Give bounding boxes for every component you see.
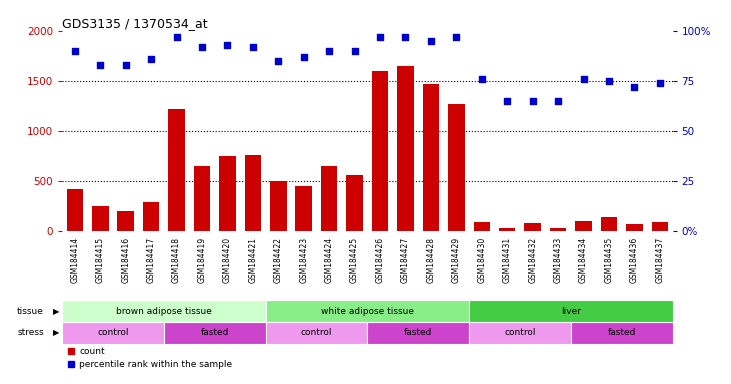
Bar (67, 189, 83, 232)
Bar (601, 217, 617, 232)
Text: GSM184424: GSM184424 (325, 237, 333, 283)
Bar (346, 175, 363, 232)
Point (273, 58, 284, 64)
Point (120, 62, 132, 68)
Point (196, 44, 208, 50)
Text: stress: stress (18, 328, 44, 338)
Text: ▶: ▶ (53, 328, 59, 338)
Bar (143, 202, 159, 232)
Bar (626, 224, 643, 232)
Bar (168, 109, 185, 232)
Text: GSM184419: GSM184419 (197, 237, 207, 283)
Point (501, 98, 513, 104)
Bar (367, 322, 469, 344)
Point (171, 34, 183, 40)
Text: GSM184437: GSM184437 (655, 237, 664, 283)
Text: GSM184418: GSM184418 (172, 237, 181, 283)
Text: GSM184430: GSM184430 (477, 237, 486, 283)
Text: control: control (300, 328, 332, 338)
Text: GSM184429: GSM184429 (452, 237, 461, 283)
Bar (265, 300, 469, 322)
Text: fasted: fasted (200, 328, 229, 338)
Point (527, 98, 539, 104)
Bar (245, 155, 261, 232)
Point (145, 56, 157, 62)
Bar (524, 223, 541, 232)
Point (374, 34, 386, 40)
Text: GSM184434: GSM184434 (579, 237, 588, 283)
Text: GSM184421: GSM184421 (249, 237, 257, 283)
Text: GSM184432: GSM184432 (528, 237, 537, 283)
Bar (92, 206, 108, 232)
Bar (397, 66, 414, 232)
Bar (164, 322, 265, 344)
Text: GSM184428: GSM184428 (426, 237, 436, 283)
Text: white adipose tissue: white adipose tissue (321, 306, 414, 316)
Bar (62, 300, 265, 322)
Text: GSM184435: GSM184435 (605, 237, 613, 283)
Text: fasted: fasted (607, 328, 636, 338)
Text: tissue: tissue (17, 306, 44, 316)
Text: GSM184415: GSM184415 (96, 237, 105, 283)
Text: GSM184425: GSM184425 (350, 237, 359, 283)
Bar (219, 156, 235, 232)
Text: fasted: fasted (404, 328, 432, 338)
Text: GSM184426: GSM184426 (376, 237, 385, 283)
Bar (571, 322, 673, 344)
Point (476, 76, 488, 82)
Bar (62, 322, 164, 344)
Bar (194, 166, 211, 232)
Bar (499, 228, 515, 232)
Point (603, 78, 615, 84)
Point (552, 98, 564, 104)
Text: GSM184431: GSM184431 (503, 237, 512, 283)
Text: GSM184420: GSM184420 (223, 237, 232, 283)
Bar (469, 300, 673, 322)
Bar (372, 71, 388, 232)
Point (349, 48, 360, 54)
Point (221, 42, 233, 48)
Text: GSM184436: GSM184436 (630, 237, 639, 283)
Bar (448, 104, 465, 232)
Point (450, 34, 462, 40)
Bar (265, 322, 367, 344)
Point (298, 54, 310, 60)
Bar (550, 228, 567, 232)
Text: GSM184414: GSM184414 (70, 237, 80, 283)
Legend: count, percentile rank within the sample: count, percentile rank within the sample (67, 347, 232, 369)
Text: brown adipose tissue: brown adipose tissue (116, 306, 212, 316)
Bar (270, 181, 287, 232)
Text: GSM184427: GSM184427 (401, 237, 410, 283)
Text: GSM184416: GSM184416 (121, 237, 130, 283)
Bar (651, 222, 668, 232)
Text: GSM184417: GSM184417 (147, 237, 156, 283)
Point (577, 76, 589, 82)
Text: ▶: ▶ (53, 306, 59, 316)
Text: control: control (504, 328, 536, 338)
Point (654, 80, 666, 86)
Bar (575, 221, 592, 232)
Bar (474, 222, 490, 232)
Point (400, 34, 412, 40)
Text: control: control (97, 328, 129, 338)
Text: liver: liver (561, 306, 581, 316)
Text: GSM184423: GSM184423 (299, 237, 308, 283)
Point (425, 38, 436, 44)
Text: GDS3135 / 1370534_at: GDS3135 / 1370534_at (62, 17, 208, 30)
Point (323, 48, 335, 54)
Bar (423, 84, 439, 232)
Point (69, 48, 80, 54)
Bar (469, 322, 571, 344)
Point (94, 62, 106, 68)
Point (247, 44, 259, 50)
Point (629, 84, 640, 90)
Bar (321, 166, 338, 232)
Bar (118, 211, 134, 232)
Bar (295, 186, 312, 232)
Text: GSM184433: GSM184433 (553, 237, 563, 283)
Text: GSM184422: GSM184422 (274, 237, 283, 283)
